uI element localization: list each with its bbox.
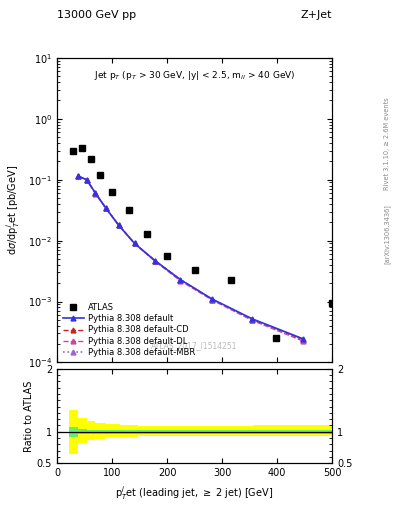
Pythia 8.308 default-CD — [93, 190, 98, 196]
Pythia 8.308 default-DL — [104, 205, 108, 211]
Pythia 8.308 default-MBR — [152, 258, 157, 264]
Pythia 8.308 default — [132, 240, 137, 246]
Pythia 8.308 default-CD — [132, 240, 137, 246]
Line: Pythia 8.308 default: Pythia 8.308 default — [75, 174, 305, 341]
Pythia 8.308 default-CD — [84, 177, 89, 183]
ATLAS — [228, 276, 233, 283]
Pythia 8.308 default-MBR — [84, 177, 89, 183]
Pythia 8.308 default — [84, 177, 89, 183]
Pythia 8.308 default-MBR — [75, 173, 80, 179]
Text: Jet p$_T$ (p$_T$ > 30 GeV, |y| < 2.5, m$_{ll}$ > 40 GeV): Jet p$_T$ (p$_T$ > 30 GeV, |y| < 2.5, m$… — [94, 69, 295, 81]
Pythia 8.308 default-DL — [116, 222, 121, 228]
Text: Z+Jet: Z+Jet — [301, 10, 332, 20]
Pythia 8.308 default-CD — [152, 258, 157, 264]
Pythia 8.308 default — [93, 190, 98, 196]
Pythia 8.308 default-MBR — [178, 276, 183, 283]
Pythia 8.308 default-DL — [178, 278, 183, 284]
Pythia 8.308 default-DL — [250, 317, 255, 324]
Text: ATLAS_2017_I1514251: ATLAS_2017_I1514251 — [151, 342, 238, 350]
Pythia 8.308 default-CD — [178, 276, 183, 283]
ATLAS — [71, 147, 76, 154]
Pythia 8.308 default-DL — [75, 173, 80, 179]
Text: Rivet 3.1.10, ≥ 2.6M events: Rivet 3.1.10, ≥ 2.6M events — [384, 97, 390, 189]
Line: Pythia 8.308 default-MBR: Pythia 8.308 default-MBR — [75, 174, 305, 342]
X-axis label: p$^j_T$et (leading jet, $\geq$ 2 jet) [GeV]: p$^j_T$et (leading jet, $\geq$ 2 jet) [G… — [116, 484, 274, 502]
Pythia 8.308 default — [178, 276, 183, 283]
Y-axis label: Ratio to ATLAS: Ratio to ATLAS — [24, 380, 34, 452]
Pythia 8.308 default-MBR — [116, 222, 121, 228]
Pythia 8.308 default-CD — [104, 205, 108, 211]
Pythia 8.308 default-MBR — [132, 240, 137, 246]
Pythia 8.308 default — [75, 173, 80, 179]
ATLAS — [126, 207, 131, 213]
Pythia 8.308 default-CD — [116, 222, 121, 228]
Y-axis label: d$\sigma$/dp$^j_T$et [pb/GeV]: d$\sigma$/dp$^j_T$et [pb/GeV] — [5, 165, 22, 255]
Pythia 8.308 default — [104, 205, 108, 211]
Pythia 8.308 default — [301, 336, 305, 342]
Line: Pythia 8.308 default-DL: Pythia 8.308 default-DL — [75, 174, 305, 344]
Pythia 8.308 default — [210, 296, 215, 302]
Pythia 8.308 default — [152, 258, 157, 264]
ATLAS — [330, 300, 334, 306]
Pythia 8.308 default-MBR — [210, 296, 215, 303]
Pythia 8.308 default — [116, 222, 121, 228]
ATLAS — [80, 145, 84, 151]
Pythia 8.308 default — [250, 316, 255, 322]
Pythia 8.308 default-DL — [210, 297, 215, 303]
Text: [arXiv:1306.3436]: [arXiv:1306.3436] — [384, 205, 391, 265]
Pythia 8.308 default-MBR — [93, 190, 98, 196]
Line: ATLAS: ATLAS — [70, 145, 335, 342]
ATLAS — [144, 230, 149, 237]
Pythia 8.308 default-CD — [210, 296, 215, 303]
ATLAS — [97, 172, 102, 178]
Pythia 8.308 default-DL — [84, 177, 89, 183]
Pythia 8.308 default-DL — [301, 338, 305, 344]
ATLAS — [110, 189, 114, 195]
Pythia 8.308 default-CD — [250, 317, 255, 323]
Pythia 8.308 default-DL — [152, 258, 157, 264]
Pythia 8.308 default-MBR — [301, 336, 305, 343]
ATLAS — [193, 267, 197, 273]
ATLAS — [165, 253, 169, 260]
Pythia 8.308 default-DL — [93, 190, 98, 197]
Pythia 8.308 default-MBR — [250, 316, 255, 323]
Pythia 8.308 default-MBR — [104, 205, 108, 211]
Pythia 8.308 default-CD — [75, 173, 80, 179]
Line: Pythia 8.308 default-CD: Pythia 8.308 default-CD — [75, 174, 305, 343]
Pythia 8.308 default-CD — [301, 337, 305, 343]
Text: 13000 GeV pp: 13000 GeV pp — [57, 10, 136, 20]
ATLAS — [274, 335, 278, 342]
Legend: ATLAS, Pythia 8.308 default, Pythia 8.308 default-CD, Pythia 8.308 default-DL, P: ATLAS, Pythia 8.308 default, Pythia 8.30… — [61, 302, 197, 358]
Pythia 8.308 default-DL — [132, 240, 137, 246]
ATLAS — [89, 156, 94, 162]
